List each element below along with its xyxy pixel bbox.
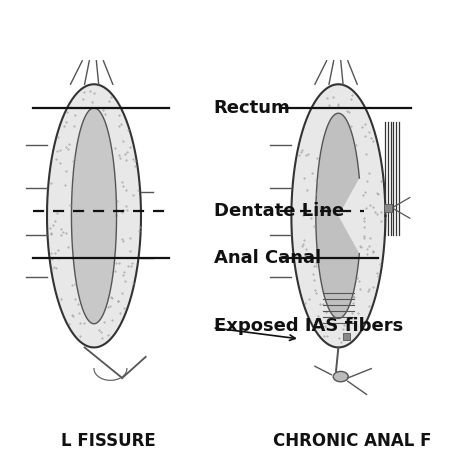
Polygon shape bbox=[292, 84, 385, 347]
Polygon shape bbox=[47, 84, 141, 347]
Text: Exposed IAS fibers: Exposed IAS fibers bbox=[214, 317, 403, 335]
Text: L FISSURE: L FISSURE bbox=[61, 432, 156, 450]
Polygon shape bbox=[72, 108, 117, 324]
Polygon shape bbox=[316, 113, 359, 319]
Text: CHRONIC ANAL F: CHRONIC ANAL F bbox=[273, 432, 431, 450]
FancyBboxPatch shape bbox=[343, 333, 350, 340]
Text: Rectum: Rectum bbox=[214, 99, 291, 117]
Text: Dentate Line: Dentate Line bbox=[214, 202, 344, 220]
FancyBboxPatch shape bbox=[383, 204, 392, 212]
Text: Anal Canal: Anal Canal bbox=[214, 249, 321, 267]
Ellipse shape bbox=[333, 372, 348, 382]
